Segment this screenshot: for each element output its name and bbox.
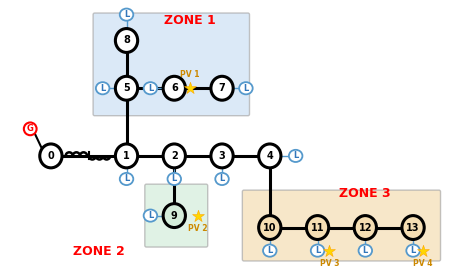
Text: 6: 6 (171, 83, 177, 93)
Text: L: L (147, 211, 153, 220)
Ellipse shape (258, 216, 280, 239)
Ellipse shape (119, 173, 133, 185)
Ellipse shape (167, 173, 181, 185)
Text: G: G (27, 124, 34, 133)
Ellipse shape (115, 144, 137, 168)
Text: PV 2: PV 2 (188, 224, 207, 233)
Text: L: L (314, 246, 319, 255)
Ellipse shape (24, 122, 37, 135)
Text: L: L (292, 152, 297, 160)
Text: L: L (219, 175, 224, 184)
Ellipse shape (163, 144, 185, 168)
Ellipse shape (115, 28, 137, 52)
Text: 13: 13 (405, 222, 419, 233)
Point (194, 213, 202, 218)
Text: L: L (267, 246, 272, 255)
Ellipse shape (215, 173, 228, 185)
Ellipse shape (143, 210, 157, 222)
Text: 9: 9 (171, 211, 177, 221)
Text: 11: 11 (310, 222, 324, 233)
Ellipse shape (163, 76, 185, 100)
Point (419, 249, 426, 253)
Ellipse shape (239, 82, 252, 94)
FancyBboxPatch shape (145, 184, 207, 247)
Text: ZONE 1: ZONE 1 (164, 14, 216, 27)
Ellipse shape (358, 244, 371, 257)
Text: L: L (243, 84, 248, 93)
Text: 4: 4 (266, 151, 273, 161)
Ellipse shape (119, 8, 133, 21)
Ellipse shape (263, 244, 276, 257)
Text: L: L (171, 175, 177, 184)
Text: PV 1: PV 1 (180, 70, 200, 79)
Text: L: L (100, 84, 105, 93)
Ellipse shape (95, 82, 109, 94)
Text: 3: 3 (218, 151, 225, 161)
Ellipse shape (353, 216, 375, 239)
Ellipse shape (310, 244, 324, 257)
Ellipse shape (39, 144, 62, 168)
Text: L: L (409, 246, 415, 255)
Text: 7: 7 (218, 83, 225, 93)
Point (186, 86, 193, 90)
Text: PV 3: PV 3 (319, 259, 338, 268)
Text: ZONE 2: ZONE 2 (73, 245, 124, 258)
Text: L: L (123, 10, 129, 19)
Text: 8: 8 (123, 36, 130, 45)
Text: L: L (123, 175, 129, 184)
Text: 0: 0 (47, 151, 54, 161)
Text: 10: 10 (263, 222, 276, 233)
Ellipse shape (210, 144, 233, 168)
Text: 12: 12 (358, 222, 371, 233)
Ellipse shape (115, 76, 137, 100)
Ellipse shape (258, 144, 280, 168)
Ellipse shape (401, 216, 423, 239)
Point (325, 249, 332, 253)
Text: L: L (147, 84, 153, 93)
Ellipse shape (288, 150, 302, 162)
Ellipse shape (143, 82, 157, 94)
Ellipse shape (163, 204, 185, 227)
Text: PV 4: PV 4 (412, 259, 432, 268)
Text: 5: 5 (123, 83, 129, 93)
Text: L: L (362, 246, 367, 255)
FancyBboxPatch shape (242, 190, 440, 261)
Text: 1: 1 (123, 151, 129, 161)
Text: 2: 2 (171, 151, 177, 161)
Ellipse shape (210, 76, 233, 100)
Ellipse shape (306, 216, 328, 239)
Ellipse shape (405, 244, 419, 257)
Text: ZONE 3: ZONE 3 (339, 187, 390, 200)
FancyBboxPatch shape (93, 13, 249, 116)
